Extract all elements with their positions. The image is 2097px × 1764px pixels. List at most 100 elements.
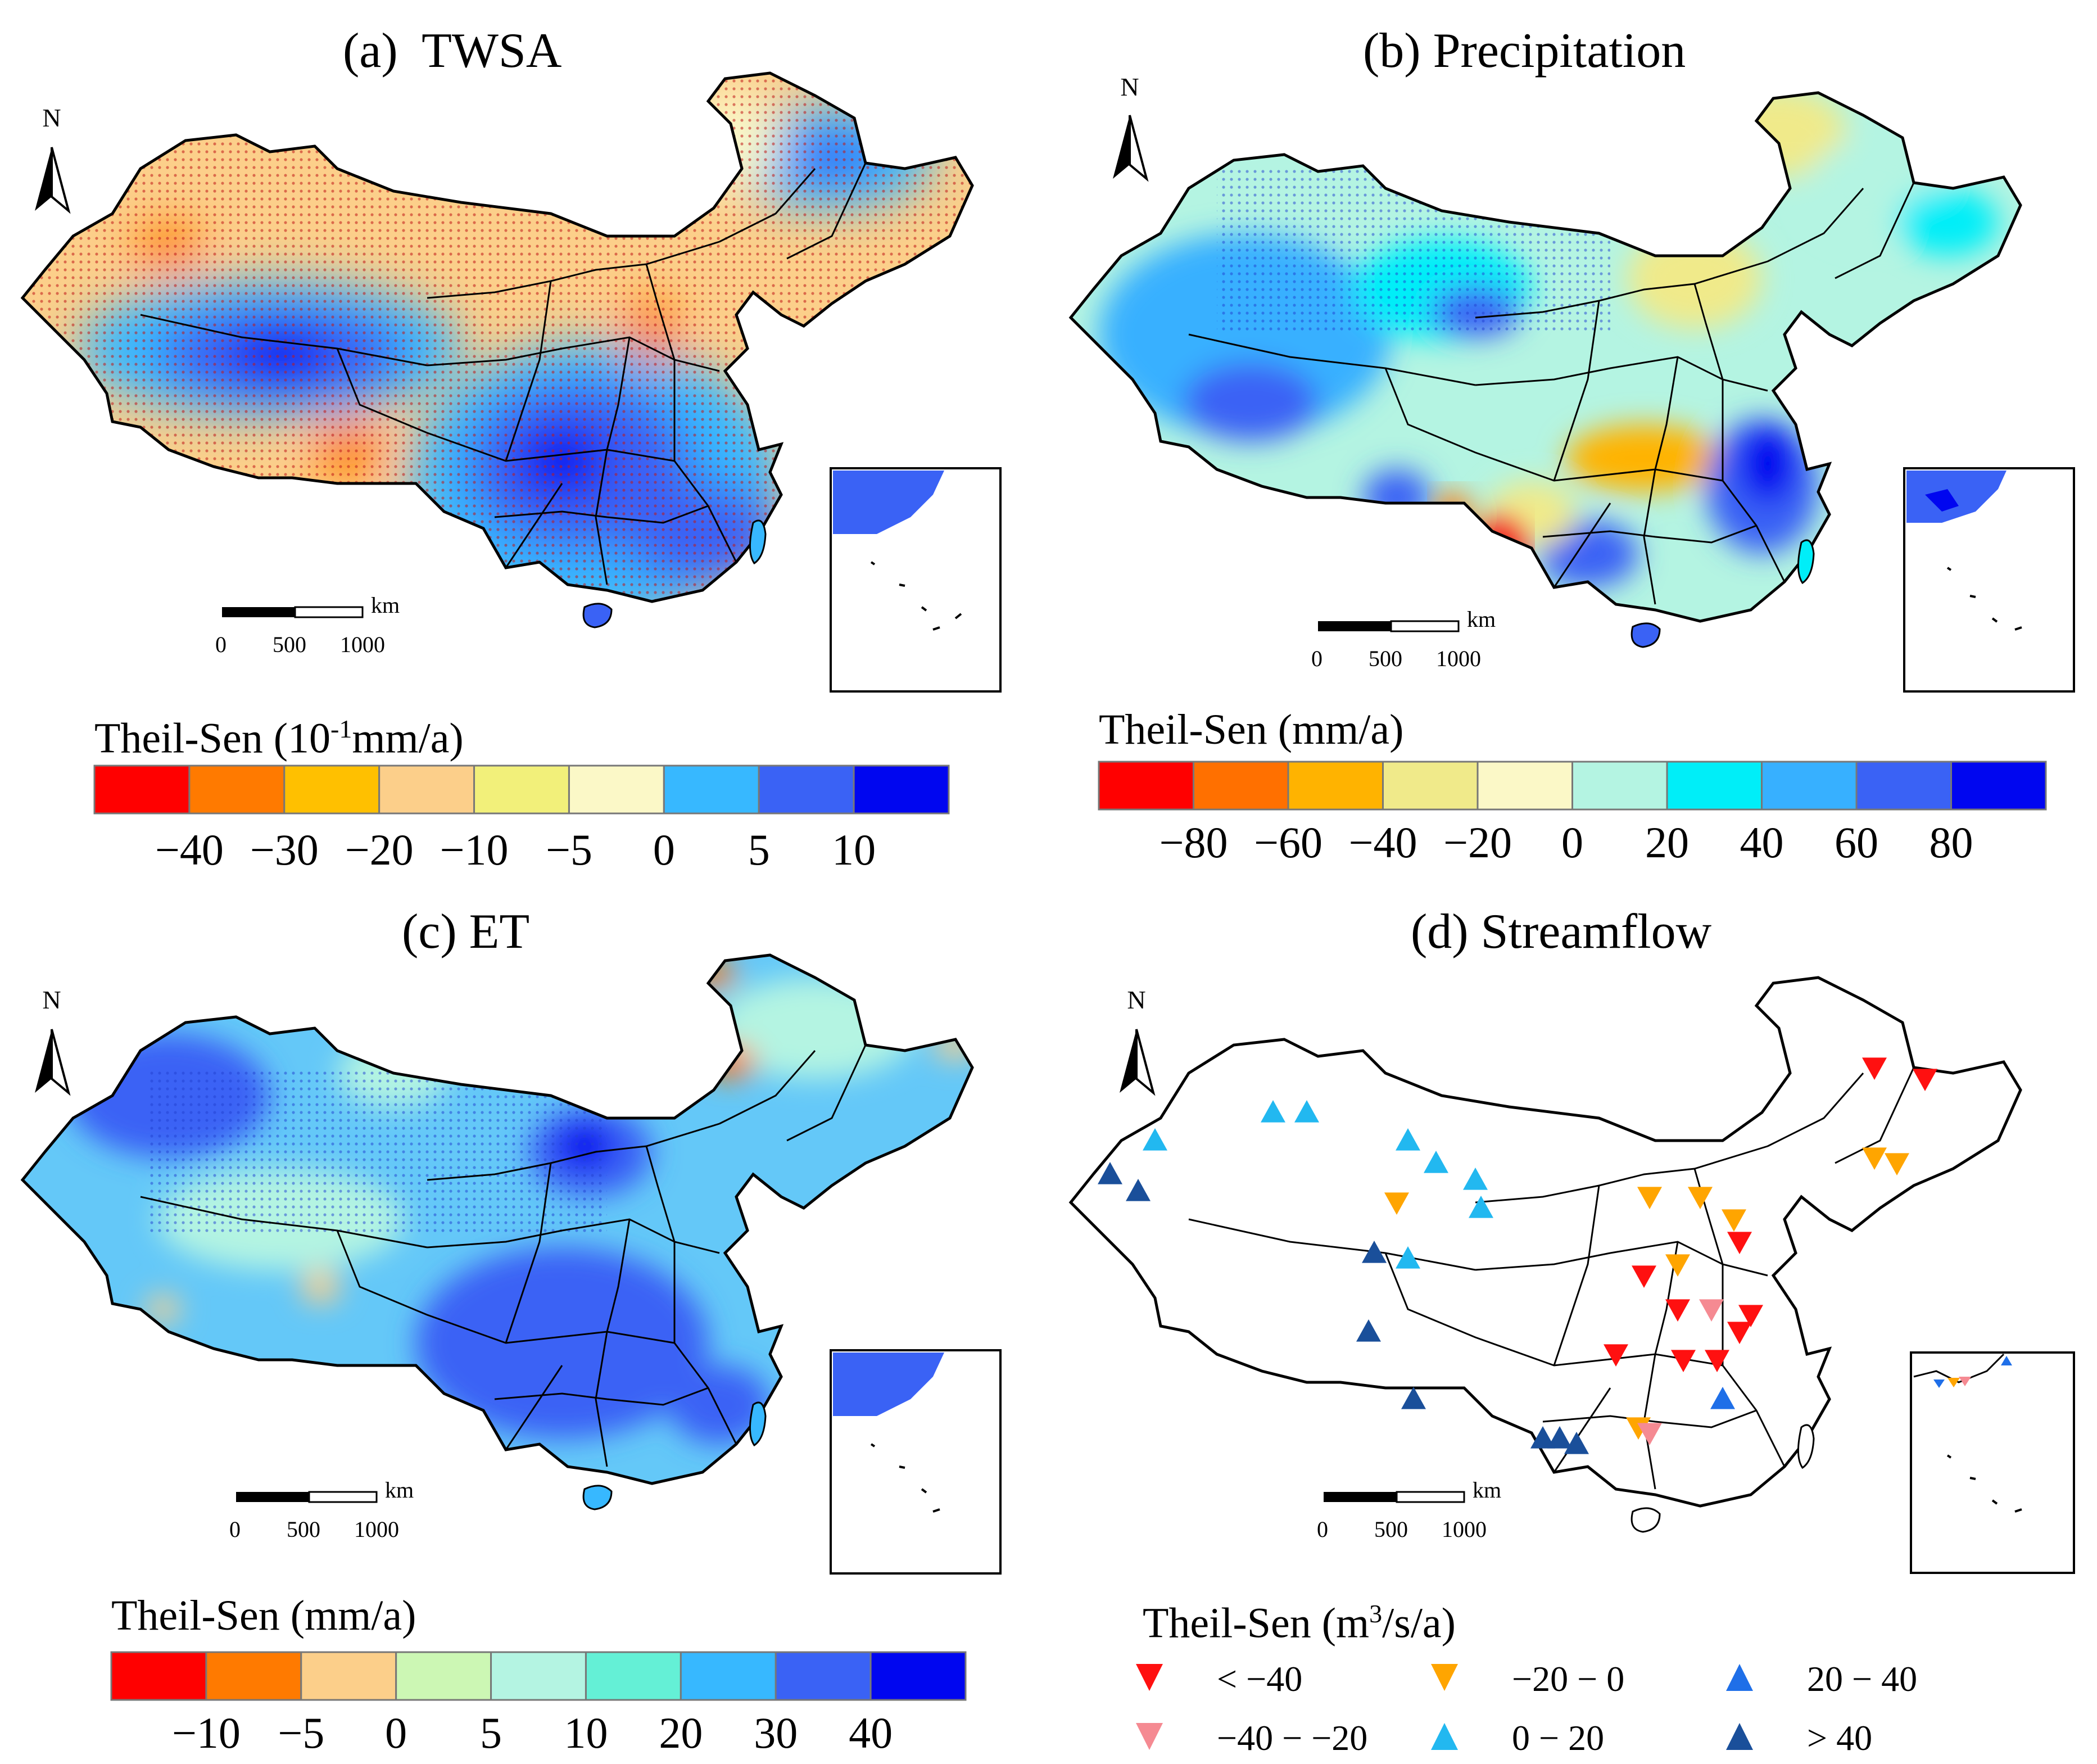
colorbar-swatch [1193,761,1289,811]
colorbar-tick-label: −40 [155,825,224,874]
panel-b-title: (b) Precipitation [1363,24,1686,78]
colorbar-swatch [283,765,381,815]
legend-marker [1136,1723,1163,1750]
colorbar-swatch [585,1651,682,1701]
colorbar-swatch [680,1651,777,1701]
colorbar-swatch [395,1651,492,1701]
colorbar-swatch [110,1651,207,1701]
colorbar-tick-label: 0 [653,825,675,874]
station-marker [1626,1417,1651,1440]
inset-map [830,467,1002,693]
station-marker [1705,1350,1729,1372]
station-marker [1699,1299,1724,1322]
colorbar-swatch [378,765,475,815]
station-marker [1384,1192,1409,1215]
station-marker [1665,1254,1690,1277]
colorbar-tick-label: −20 [1443,818,1512,867]
legend-marker [1136,1664,1163,1691]
svg-text:1000: 1000 [1436,646,1481,671]
svg-text:0: 0 [1311,646,1322,671]
svg-text:1000: 1000 [340,632,385,657]
legend-label: −20 − 0 [1512,1659,1624,1699]
colorbar-tick-label: −30 [250,825,319,874]
panel-b-map: N [1048,73,2075,867]
colorbar-tick-label: −60 [1254,818,1322,867]
station-marker [1885,1153,1909,1175]
svg-text:km: km [385,1477,414,1503]
colorbar-b-title: Theil-Sen (mm/a) [1099,706,1404,753]
colorbar-swatch [473,765,570,815]
svg-text:km: km [1473,1477,1501,1503]
station-marker [1401,1387,1426,1409]
colorbar-swatch [1382,761,1479,811]
colorbar-swatch [869,1651,967,1701]
station-marker [1356,1319,1381,1342]
panel-d-map: N km 0 500 1000 < −40 −20 [1048,882,2075,1758]
station-marker [1362,1241,1387,1263]
colorbar-swatch [1855,761,1952,811]
colorbar-tick-label: −10 [172,1708,241,1757]
colorbar-precipitation: −80 −60 −40 −20 0 20 40 60 80 [1098,761,2047,867]
svg-text:N: N [1127,985,1145,1014]
colorbar-tick-label: −80 [1160,818,1228,867]
inset-map [830,1349,1002,1575]
colorbar-swatch [188,765,286,815]
colorbar-swatch [490,1651,587,1701]
colorbar-tick-label: 20 [659,1708,703,1757]
colorbar-tick-label: −20 [345,825,414,874]
station-marker [1547,1426,1572,1449]
station-marker [1564,1432,1589,1454]
scale-bar: km 0 500 1000 [1311,607,1496,671]
colorbar-tick-label: 0 [1561,818,1583,867]
svg-text:N: N [42,985,61,1014]
colorbar-swatch [1098,761,1194,811]
inset-map [1903,467,2075,693]
colorbar-tick-label: 40 [849,1708,893,1757]
station-marker [1671,1350,1696,1372]
north-arrow-icon: N [35,985,71,1096]
svg-text:500: 500 [1369,646,1402,671]
panel-c-title: (c) ET [402,904,530,959]
colorbar-tick-label: 10 [564,1708,608,1757]
station-marker [1261,1100,1285,1123]
station-marker [1710,1387,1735,1409]
legend-d-title: Theil-Sen (m3/s/a) [1143,1599,1456,1647]
station-marker [1098,1162,1122,1184]
station-marker [1913,1069,1937,1091]
panel-precipitation: (b) Precipitation N [1048,0,2096,882]
station-marker [1143,1128,1167,1151]
station-marker [1126,1179,1151,1201]
colorbar-swatch [853,765,950,815]
colorbar-tick-label: 5 [480,1708,502,1757]
panel-streamflow: (d) Streamflow N km 0 500 [1048,882,2096,1764]
legend-marker [1726,1723,1753,1750]
station-marker [1463,1168,1488,1190]
svg-text:500: 500 [273,632,306,657]
colorbar-tick-label: 20 [1645,818,1689,867]
station-marker [1727,1232,1752,1254]
colorbar-swatch [300,1651,397,1701]
scale-unit: km [371,592,400,618]
station-marker [1396,1246,1420,1269]
scale-bar: km 0 500 1000 [1317,1477,1501,1542]
station-marker [1469,1196,1493,1218]
station-marker [1604,1344,1628,1367]
station-marker [1530,1426,1555,1449]
station-marker [1637,1187,1662,1209]
svg-text:500: 500 [287,1517,320,1542]
station-marker [1665,1299,1690,1322]
colorbar-twsa: −40 −30 −20 −10 −5 0 5 10 [93,765,950,874]
station-marker [1637,1423,1662,1445]
colorbar-swatch [1666,761,1763,811]
north-arrow-icon: N [1113,73,1149,182]
colorbar-tick-label: 0 [385,1708,407,1757]
colorbar-swatch [663,765,760,815]
station-marker [1688,1187,1713,1209]
colorbar-tick-label: 80 [1930,818,1973,867]
colorbar-swatch [568,765,665,815]
station-marker [1862,1147,1887,1170]
colorbar-swatch [758,765,855,815]
colorbar-tick-label: 40 [1740,818,1784,867]
panel-a-map: N [0,0,1002,874]
station-marker [1862,1057,1887,1080]
